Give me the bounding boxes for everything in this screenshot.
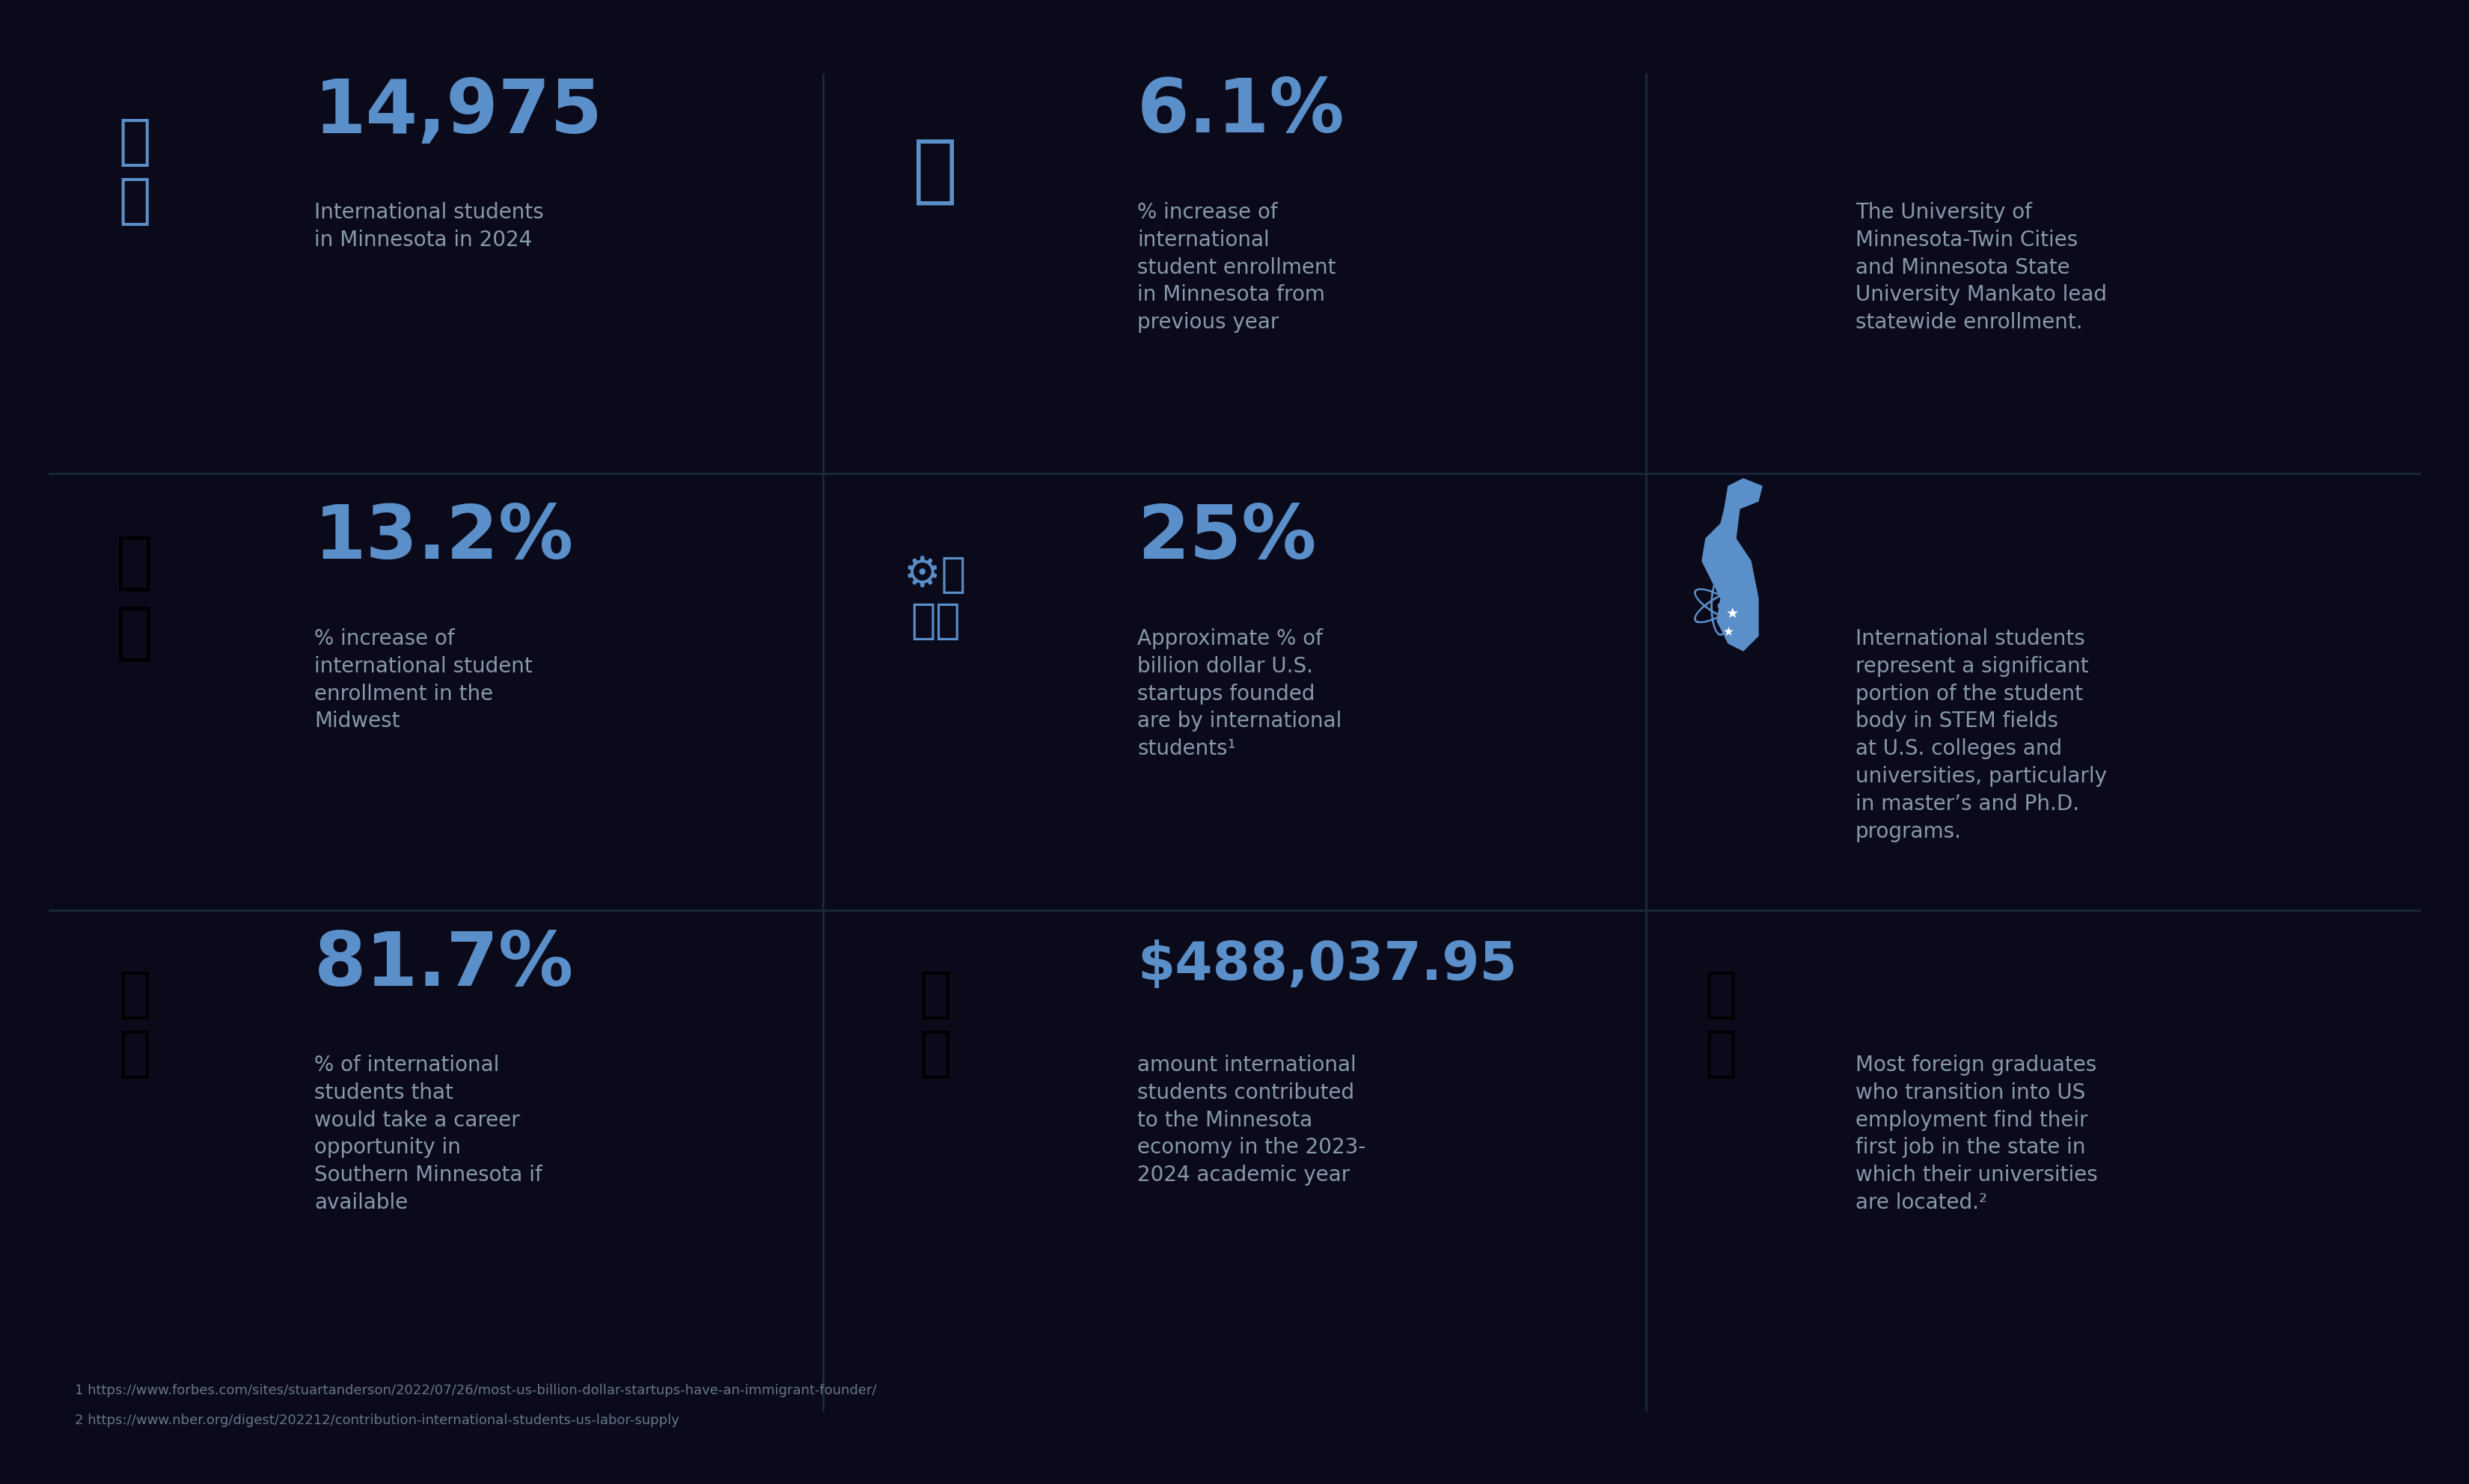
Text: ★: ★ [1723, 625, 1733, 638]
Text: 👔: 👔 [914, 135, 958, 208]
Text: 6.1%: 6.1% [1138, 76, 1346, 148]
Text: 🎓
👤: 🎓 👤 [116, 533, 153, 663]
Text: Approximate % of
billion dollar U.S.
startups founded
are by international
stude: Approximate % of billion dollar U.S. sta… [1138, 628, 1341, 760]
Text: International students
represent a significant
portion of the student
body in ST: International students represent a signi… [1857, 628, 2106, 841]
Text: amount international
students contributed
to the Minnesota
economy in the 2023-
: amount international students contribute… [1138, 1055, 1365, 1186]
Text: ⚛: ⚛ [1684, 573, 1758, 653]
Text: 2 https://www.nber.org/digest/202212/contribution-international-students-us-labo: 2 https://www.nber.org/digest/202212/con… [74, 1414, 679, 1428]
Text: 81.7%: 81.7% [314, 929, 573, 1002]
Text: 👥
🌐: 👥 🌐 [119, 116, 151, 227]
Text: $488,037.95: $488,037.95 [1138, 939, 1516, 991]
Text: 13.2%: 13.2% [314, 502, 573, 574]
Text: 25%: 25% [1138, 502, 1316, 574]
Text: Most foreign graduates
who transition into US
employment find their
first job in: Most foreign graduates who transition in… [1857, 1055, 2099, 1214]
Text: % increase of
international
student enrollment
in Minnesota from
previous year: % increase of international student enro… [1138, 202, 1336, 332]
Text: International students
in Minnesota in 2024: International students in Minnesota in 2… [314, 202, 543, 251]
Text: 🌐
🏥: 🌐 🏥 [1704, 969, 1738, 1080]
Text: The University of
Minnesota-Twin Cities
and Minnesota State
University Mankato l: The University of Minnesota-Twin Cities … [1857, 202, 2106, 332]
Polygon shape [1701, 479, 1763, 651]
Text: 🤝
👥: 🤝 👥 [119, 969, 151, 1080]
Text: 🏛
💲: 🏛 💲 [918, 969, 951, 1080]
Text: ⚙️💰
👥📊: ⚙️💰 👥📊 [904, 555, 965, 643]
Text: % increase of
international student
enrollment in the
Midwest: % increase of international student enro… [314, 628, 533, 732]
Text: 1 https://www.forbes.com/sites/stuartanderson/2022/07/26/most-us-billion-dollar-: 1 https://www.forbes.com/sites/stuartand… [74, 1383, 876, 1398]
Text: ★: ★ [1726, 607, 1738, 620]
Text: % of international
students that
would take a career
opportunity in
Southern Min: % of international students that would t… [314, 1055, 543, 1214]
Text: 14,975: 14,975 [314, 76, 602, 148]
